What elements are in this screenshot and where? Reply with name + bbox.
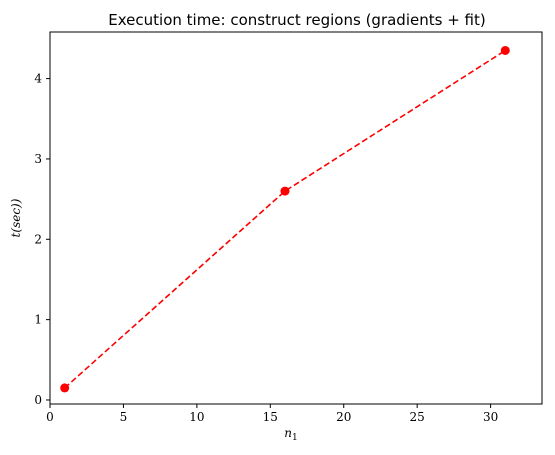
y-axis-label: t(sec)) — [9, 198, 23, 237]
y-tick-label: 3 — [34, 152, 42, 166]
y-tick-label: 0 — [34, 393, 42, 407]
x-tick-label: 10 — [189, 410, 204, 424]
x-tick-label: 5 — [120, 410, 128, 424]
series-line — [64, 49, 506, 389]
data-point — [500, 45, 510, 55]
y-tick-label: 1 — [34, 313, 42, 327]
x-tick-label: 15 — [263, 410, 278, 424]
chart-title: Execution time: construct regions (gradi… — [108, 11, 485, 29]
x-axis: 0 5 10 15 20 25 30 — [46, 404, 498, 424]
x-tick-label: 25 — [410, 410, 425, 424]
data-point — [60, 383, 70, 393]
y-axis: 0 1 2 3 4 — [34, 72, 50, 407]
x-tick-label: 0 — [46, 410, 54, 424]
plot-area — [49, 31, 543, 405]
x-tick-label: 30 — [483, 410, 498, 424]
y-tick-label: 2 — [34, 232, 42, 246]
y-tick-label: 4 — [34, 72, 42, 86]
x-axis-label: n1 — [284, 426, 297, 443]
x-tick-label: 20 — [336, 410, 351, 424]
series-layer — [60, 45, 510, 393]
data-point — [280, 186, 290, 196]
